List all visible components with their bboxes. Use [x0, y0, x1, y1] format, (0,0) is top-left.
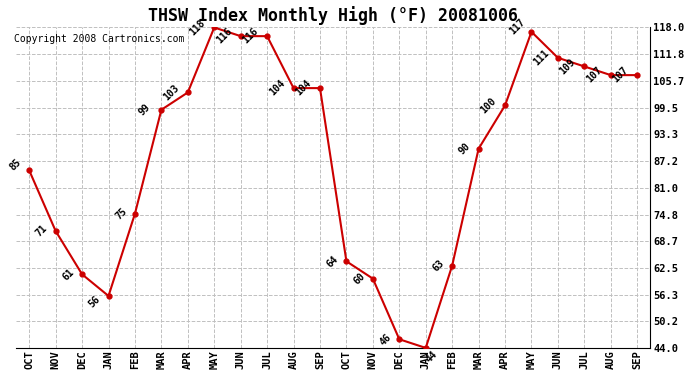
- Text: 60: 60: [351, 271, 366, 286]
- Text: 107: 107: [584, 65, 604, 85]
- Text: 116: 116: [215, 26, 234, 46]
- Text: 46: 46: [377, 332, 393, 347]
- Text: 56: 56: [87, 294, 102, 309]
- Text: 71: 71: [34, 223, 50, 239]
- Text: 107: 107: [611, 65, 630, 85]
- Text: 63: 63: [431, 258, 446, 273]
- Text: 85: 85: [8, 157, 23, 172]
- Text: 100: 100: [479, 96, 498, 115]
- Title: THSW Index Monthly High (°F) 20081006: THSW Index Monthly High (°F) 20081006: [148, 6, 518, 24]
- Text: 61: 61: [61, 267, 76, 282]
- Text: 109: 109: [558, 57, 578, 76]
- Text: 117: 117: [508, 16, 527, 36]
- Text: 90: 90: [457, 141, 473, 156]
- Text: 116: 116: [241, 26, 260, 46]
- Text: Copyright 2008 Cartronics.com: Copyright 2008 Cartronics.com: [14, 34, 184, 44]
- Text: 99: 99: [137, 102, 152, 117]
- Text: 104: 104: [293, 78, 313, 98]
- Text: 44: 44: [424, 348, 439, 364]
- Text: 104: 104: [267, 78, 286, 98]
- Text: 75: 75: [113, 206, 129, 221]
- Text: 64: 64: [325, 254, 340, 269]
- Text: 103: 103: [161, 82, 181, 102]
- Text: 111: 111: [531, 48, 551, 68]
- Text: 118: 118: [188, 18, 208, 37]
